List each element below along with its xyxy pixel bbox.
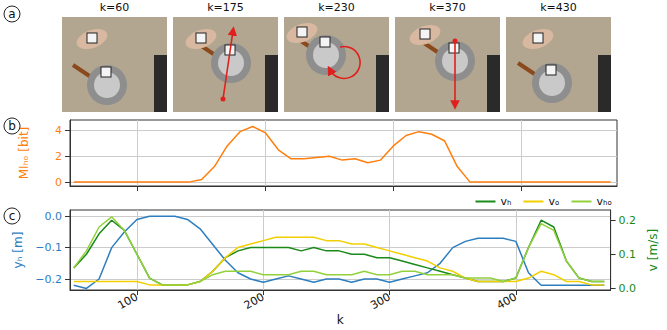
svg-text:yₕ [m]: yₕ [m] [11, 232, 25, 269]
svg-text:v [m/s]: v [m/s] [646, 229, 660, 271]
svg-text:400: 400 [494, 290, 519, 312]
svg-text:4: 4 [55, 124, 62, 137]
svg-text:k=230: k=230 [318, 1, 355, 14]
svg-text:200: 200 [242, 290, 267, 312]
svg-text:k=60: k=60 [100, 1, 130, 14]
svg-text:2: 2 [55, 150, 62, 163]
svg-text:0.2: 0.2 [619, 214, 637, 227]
svg-text:k=370: k=370 [429, 1, 466, 14]
svg-text:k=175: k=175 [207, 1, 244, 14]
svg-text:k: k [337, 313, 344, 327]
svg-text:−0.2: −0.2 [35, 273, 62, 286]
svg-text:b: b [8, 119, 16, 133]
svg-text:0: 0 [55, 176, 62, 189]
svg-text:c: c [9, 209, 16, 223]
svg-text:vₒ: vₒ [548, 195, 559, 208]
svg-text:0.0: 0.0 [619, 282, 637, 295]
svg-text:vₕₒ: vₕₒ [596, 195, 612, 208]
svg-text:0.1: 0.1 [619, 248, 637, 261]
svg-text:0.0: 0.0 [45, 210, 63, 223]
svg-text:−0.1: −0.1 [35, 241, 62, 254]
svg-text:vₕ: vₕ [500, 195, 511, 208]
svg-text:k=430: k=430 [540, 1, 577, 14]
svg-text:300: 300 [368, 290, 393, 312]
svg-text:100: 100 [116, 290, 141, 312]
svg-text:MIₕₒ [bit]: MIₕₒ [bit] [17, 127, 31, 180]
svg-text:a: a [8, 7, 15, 21]
